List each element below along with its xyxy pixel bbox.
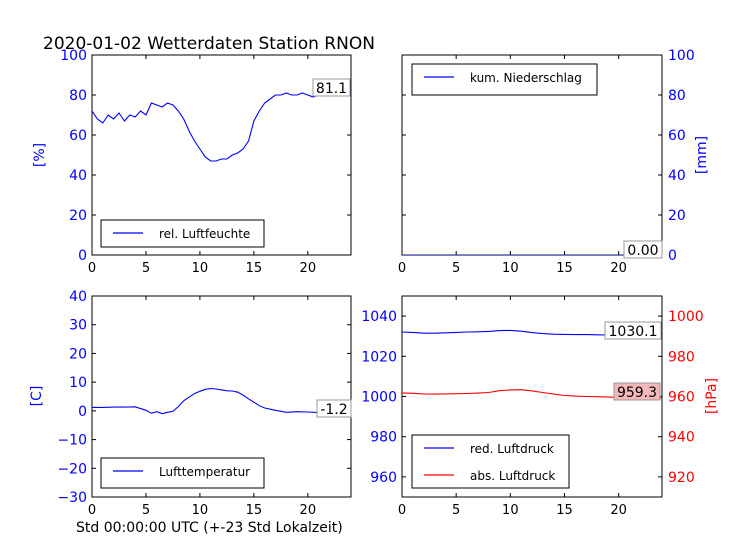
y-tick-label: 20 bbox=[69, 208, 87, 224]
x-tick-label: 0 bbox=[398, 261, 406, 276]
plot-frame bbox=[91, 295, 352, 498]
legend-label: red. Luftdruck bbox=[470, 442, 554, 456]
plot-frame bbox=[91, 54, 352, 256]
y-tick-label: 100 bbox=[668, 48, 695, 64]
x-tick-label: 0 bbox=[398, 503, 406, 518]
y-tick-label: 1040 bbox=[361, 309, 397, 325]
legend-label: abs. Luftdruck bbox=[470, 469, 555, 483]
y-tick-label: 40 bbox=[69, 289, 87, 305]
y-tick-label: 1020 bbox=[361, 349, 397, 365]
series-line-rel-luftfeuchte bbox=[92, 92, 351, 162]
figure-title: 2020-01-02 Wetterdaten Station RNON bbox=[43, 34, 375, 54]
x-tick-label: 15 bbox=[246, 503, 263, 518]
x-tick-label: 10 bbox=[192, 503, 209, 518]
y-tick-label: −10 bbox=[57, 433, 87, 449]
y2-tick-label: 980 bbox=[668, 349, 695, 365]
y-tick-label: 30 bbox=[69, 318, 87, 334]
x-tick-label: 5 bbox=[452, 261, 460, 276]
legend-label: kum. Niederschlag bbox=[470, 71, 582, 85]
y-tick-label: 20 bbox=[69, 346, 87, 362]
y-axis-label: [mm] bbox=[694, 136, 710, 174]
last-value-label: 1030.1 bbox=[609, 324, 658, 340]
last-value-badge bbox=[604, 321, 662, 340]
last-value-label: 81.1 bbox=[316, 81, 347, 97]
y-tick-label: −30 bbox=[57, 490, 87, 506]
y2-tick-label: 940 bbox=[668, 430, 695, 446]
last-value-badge bbox=[623, 240, 663, 259]
legend-box bbox=[411, 63, 598, 96]
x-tick-label: 5 bbox=[142, 261, 150, 276]
x-tick-label: 20 bbox=[610, 503, 627, 518]
x-axis-label: Std 00:00:00 UTC (+-23 Std Lokalzeit) bbox=[76, 520, 343, 536]
y-tick-label: 980 bbox=[370, 430, 397, 446]
x-tick-label: 15 bbox=[556, 261, 573, 276]
x-tick-label: 0 bbox=[88, 503, 96, 518]
y-tick-label: 0 bbox=[668, 248, 677, 264]
y-axis-label: [%] bbox=[32, 143, 48, 167]
y-tick-label: 80 bbox=[668, 88, 686, 104]
last-value-badge bbox=[613, 382, 661, 401]
x-tick-label: 20 bbox=[300, 503, 317, 518]
x-tick-label: 10 bbox=[502, 261, 519, 276]
x-tick-label: 10 bbox=[502, 503, 519, 518]
x-tick-label: 10 bbox=[192, 261, 209, 276]
y-axis-label: [C] bbox=[29, 386, 45, 407]
y-tick-label: 60 bbox=[69, 128, 87, 144]
legend-label: rel. Luftfeuchte bbox=[159, 227, 250, 241]
last-value-badge bbox=[312, 78, 351, 97]
x-tick-label: 5 bbox=[142, 503, 150, 518]
legend-label: Lufttemperatur bbox=[159, 465, 250, 479]
y-tick-label: 100 bbox=[60, 48, 87, 64]
x-tick-label: 0 bbox=[88, 261, 96, 276]
x-tick-label: 5 bbox=[452, 503, 460, 518]
series-line-lufttemperatur bbox=[92, 387, 351, 415]
y-tick-label: 1000 bbox=[361, 390, 397, 406]
y-tick-label: 60 bbox=[668, 128, 686, 144]
y-tick-label: 40 bbox=[69, 168, 87, 184]
x-tick-label: 20 bbox=[300, 261, 317, 276]
y-tick-label: 960 bbox=[370, 470, 397, 486]
y-tick-label: 0 bbox=[78, 248, 87, 264]
last-value-label: 959.3 bbox=[617, 385, 657, 401]
legend-box bbox=[411, 434, 570, 489]
y2-tick-label: 920 bbox=[668, 470, 695, 486]
y-tick-label: 80 bbox=[69, 88, 87, 104]
last-value-label: -1.2 bbox=[320, 402, 347, 418]
last-value-badge bbox=[316, 399, 352, 418]
y2-tick-label: 960 bbox=[668, 390, 695, 406]
y-tick-label: 20 bbox=[668, 208, 686, 224]
y-axis-label: [hPa] bbox=[704, 378, 720, 414]
x-tick-label: 15 bbox=[556, 503, 573, 518]
x-tick-label: 15 bbox=[246, 261, 263, 276]
y-tick-label: 40 bbox=[668, 168, 686, 184]
y-tick-label: 0 bbox=[78, 404, 87, 420]
y2-tick-label: 1000 bbox=[668, 309, 704, 325]
legend-box bbox=[100, 457, 265, 489]
y-tick-label: −20 bbox=[57, 461, 87, 477]
x-tick-label: 20 bbox=[610, 261, 627, 276]
y-tick-label: 10 bbox=[69, 375, 87, 391]
last-value-label: 0.00 bbox=[627, 243, 658, 259]
